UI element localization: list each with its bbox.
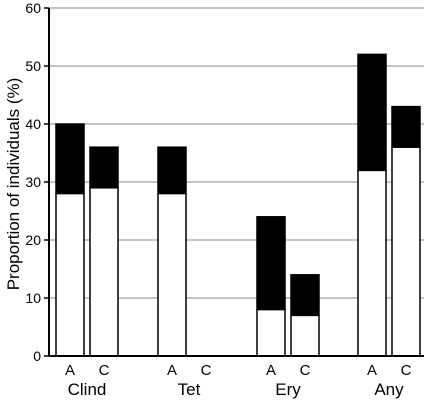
y-tick-label: 50 bbox=[25, 58, 41, 74]
bar-label: C bbox=[201, 362, 212, 379]
y-tick-label: 40 bbox=[25, 116, 41, 132]
bar-label: A bbox=[65, 362, 75, 379]
bar-label: A bbox=[167, 362, 177, 379]
y-tick-label: 20 bbox=[25, 232, 41, 248]
bar-lower-segment bbox=[290, 314, 320, 357]
bar-lower-segment bbox=[55, 192, 85, 357]
y-tick-label: 0 bbox=[33, 348, 41, 364]
y-tick-label: 30 bbox=[25, 174, 41, 190]
bar-upper-segment bbox=[89, 146, 119, 189]
group-label: Tet bbox=[178, 380, 201, 399]
bar-upper-segment bbox=[55, 123, 85, 195]
bar-lower-segment bbox=[357, 169, 387, 357]
bar-label: C bbox=[401, 362, 412, 379]
bar-upper-segment bbox=[256, 216, 286, 311]
axes bbox=[44, 7, 424, 357]
bar-lower-segment bbox=[157, 192, 187, 357]
bar-marks bbox=[55, 53, 421, 357]
bar-lower-segment bbox=[391, 146, 421, 357]
y-axis-title: Proportion of individuals (%) bbox=[4, 78, 23, 291]
bar-lower-segment bbox=[256, 308, 286, 357]
bar-label: C bbox=[99, 362, 110, 379]
group-label: Ery bbox=[275, 380, 301, 399]
bar-label: C bbox=[300, 362, 311, 379]
y-tick-labels: 0 10 20 30 40 50 60 bbox=[25, 0, 41, 364]
y-tick-label: 10 bbox=[25, 290, 41, 306]
bar-upper-segment bbox=[157, 146, 187, 195]
group-label: Clind bbox=[68, 380, 107, 399]
group-label: Any bbox=[374, 380, 404, 399]
bar-upper-segment bbox=[357, 53, 387, 172]
bar-label: A bbox=[367, 362, 377, 379]
bar-lower-segment bbox=[89, 187, 119, 357]
bar-label: A bbox=[266, 362, 276, 379]
bar-upper-segment bbox=[391, 105, 421, 148]
y-tick-label: 60 bbox=[25, 0, 41, 16]
bar-upper-segment bbox=[290, 274, 320, 317]
